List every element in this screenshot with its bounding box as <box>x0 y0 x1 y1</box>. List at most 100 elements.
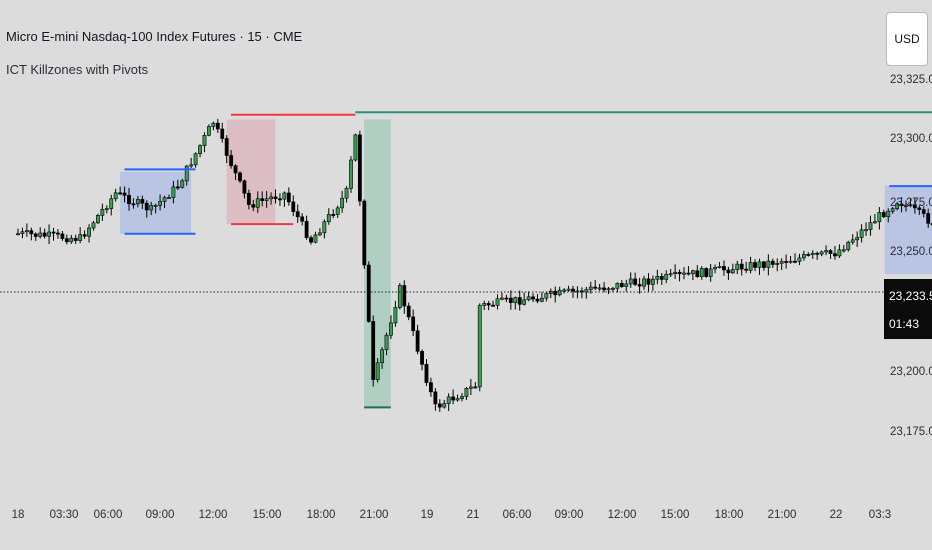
candle-body <box>633 278 638 285</box>
candle-body <box>255 198 260 208</box>
candle-body <box>921 209 926 214</box>
candle-body <box>375 362 380 380</box>
candle-body <box>677 271 682 275</box>
candle-body <box>442 403 447 408</box>
candle-body <box>673 271 678 274</box>
bar-countdown: 01:43 <box>889 317 920 331</box>
candle-body <box>757 261 762 268</box>
candle-body <box>753 262 757 268</box>
candle-body <box>513 297 518 304</box>
candle-body <box>637 284 642 287</box>
candle-body <box>730 269 735 274</box>
candle-body <box>793 260 797 263</box>
candle-body <box>797 257 802 262</box>
candle-body <box>429 382 433 393</box>
candle-body <box>651 278 655 285</box>
candle-body <box>229 155 234 167</box>
candle-body <box>207 126 211 136</box>
candle-body <box>424 364 429 383</box>
time-tick-label: 12:00 <box>198 509 228 521</box>
candle-body <box>615 283 620 289</box>
candle-body <box>739 263 744 270</box>
candle-body <box>735 263 740 270</box>
candle-body <box>437 403 442 408</box>
candle-body <box>246 192 251 205</box>
currency-button[interactable]: USD <box>886 12 928 66</box>
candle-body <box>451 396 456 401</box>
candle-body <box>895 203 900 209</box>
time-tick-label: 21:00 <box>359 509 389 521</box>
candle-body <box>202 134 207 146</box>
candle-body <box>180 180 185 188</box>
candle-body <box>682 272 686 275</box>
time-tick-label: 15:00 <box>660 509 690 521</box>
candle-body <box>575 290 580 293</box>
candle-body <box>904 204 908 207</box>
candle-body <box>588 286 593 290</box>
candle-body <box>344 187 349 199</box>
candle-body <box>824 250 828 253</box>
time-tick-label: 18:00 <box>306 509 336 521</box>
candle-body <box>859 229 864 238</box>
candle-body <box>815 252 820 255</box>
price-tick-label: 23,200.00 <box>890 366 932 378</box>
candle-body <box>659 276 664 280</box>
candle-body <box>770 260 775 265</box>
candle-body <box>278 198 282 201</box>
candle-body <box>175 186 180 189</box>
indicator-label[interactable]: ICT Killzones with Pivots <box>6 62 149 77</box>
candle-body <box>402 285 407 307</box>
candle-body <box>477 305 482 388</box>
candle-body <box>149 205 154 211</box>
candle-body <box>353 134 358 161</box>
candle-body <box>144 202 149 211</box>
candle-body <box>366 264 371 322</box>
candle-body <box>131 203 136 206</box>
candle-body <box>744 268 749 271</box>
time-tick-label: 18 <box>11 509 25 521</box>
candle-body <box>291 201 296 212</box>
candle-body <box>433 391 438 405</box>
candle-body <box>171 186 176 198</box>
candle-body <box>486 303 491 306</box>
candle-body <box>850 239 855 243</box>
candle-body <box>833 253 837 257</box>
candle-body <box>318 232 322 236</box>
candle-body <box>38 232 43 237</box>
time-tick-label: 09:00 <box>145 509 175 521</box>
candle-body <box>362 200 367 266</box>
time-tick-label: 09:00 <box>554 509 584 521</box>
candle-body <box>508 297 513 304</box>
candle-body <box>584 289 589 293</box>
candle-body <box>597 287 602 290</box>
candle-body <box>78 234 83 241</box>
candle-body <box>775 263 780 265</box>
candle-body <box>828 250 833 254</box>
candle-body <box>695 270 700 278</box>
candle-body <box>762 261 766 268</box>
candle-body <box>69 237 74 243</box>
candle-body <box>766 260 771 268</box>
candle-body <box>326 214 331 223</box>
candle-body <box>282 192 287 200</box>
candle-body <box>881 212 886 218</box>
candle-body <box>322 221 327 234</box>
candle-body <box>890 208 895 212</box>
candle-body <box>868 222 873 230</box>
candle-body <box>517 297 522 305</box>
candle-body <box>504 297 509 300</box>
candle-body <box>455 398 460 401</box>
time-tick-label: 21:00 <box>767 509 797 521</box>
candle-body <box>193 153 198 166</box>
candle-body <box>24 230 29 233</box>
candle-body <box>717 266 722 268</box>
candle-body <box>420 350 424 365</box>
candle-body <box>64 238 69 243</box>
candle-body <box>184 165 189 182</box>
candle-body <box>544 293 549 299</box>
candle-body <box>389 322 393 336</box>
candle-body <box>899 203 904 207</box>
candle-body <box>748 262 753 271</box>
candle-body <box>864 229 868 232</box>
